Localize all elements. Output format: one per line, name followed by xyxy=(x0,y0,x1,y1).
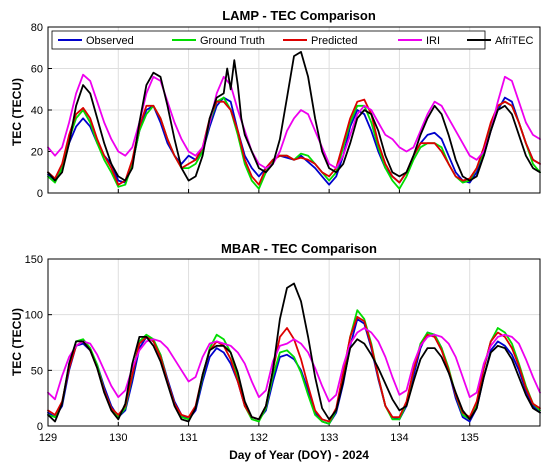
mbar-series-observed xyxy=(48,319,540,424)
lamp-y-tick-label: 60 xyxy=(31,64,43,76)
mbar-series-predicted xyxy=(48,317,540,422)
mbar-y-tick-label: 150 xyxy=(25,254,43,266)
lamp-series-ground-truth xyxy=(48,98,540,189)
lamp-legend[interactable]: Observed Ground Truth Predicted IRI AfriTEC xyxy=(52,31,534,49)
legend-label: IRI xyxy=(426,35,440,47)
mbar-x-tick-label: 135 xyxy=(461,432,479,444)
lamp-y-axis-label: TEC (TECU) xyxy=(10,78,24,146)
mbar-chart: MBAR - TEC Comparison TEC (TECU) Day of … xyxy=(10,241,540,462)
mbar-x-tick-label: 132 xyxy=(250,432,268,444)
mbar-x-tick-label: 134 xyxy=(390,432,408,444)
mbar-series-iri xyxy=(48,328,540,402)
lamp-chart-title: LAMP - TEC Comparison xyxy=(222,8,376,23)
mbar-x-tick-label: 133 xyxy=(320,432,338,444)
mbar-y-tick-label: 50 xyxy=(31,365,43,377)
lamp-chart: LAMP - TEC Comparison TEC (TECU) 0 20 40 60… xyxy=(10,8,540,200)
lamp-y-tick-label: 20 xyxy=(31,147,43,159)
mbar-x-tick-label: 130 xyxy=(109,432,127,444)
legend-label: Observed xyxy=(86,35,134,47)
mbar-y-axis-label: TEC (TECU) xyxy=(10,308,24,376)
mbar-series-afritec xyxy=(48,284,540,422)
mbar-x-tick-label: 131 xyxy=(179,432,197,444)
lamp-y-tick-label: 80 xyxy=(31,22,43,34)
legend-label: Ground Truth xyxy=(200,35,265,47)
legend-label: Predicted xyxy=(311,35,357,47)
lamp-y-tick-label: 0 xyxy=(37,188,43,200)
lamp-series-predicted xyxy=(48,100,540,185)
lamp-grid xyxy=(48,27,540,193)
legend-label: AfriTEC xyxy=(495,35,534,47)
x-axis-label: Day of Year (DOY) - 2024 xyxy=(229,448,369,462)
lamp-y-tick-label: 40 xyxy=(31,105,43,117)
lamp-series-observed xyxy=(48,98,540,185)
mbar-series-ground-truth xyxy=(48,310,540,424)
lamp-series xyxy=(48,52,540,189)
mbar-series xyxy=(48,284,540,424)
mbar-y-tick-label: 100 xyxy=(25,310,43,322)
mbar-chart-title: MBAR - TEC Comparison xyxy=(221,241,377,256)
mbar-x-tick-label: 129 xyxy=(39,432,57,444)
lamp-series-iri xyxy=(48,75,540,168)
mbar-x-ticks: 129 130 131 132 133 134 135 xyxy=(39,422,479,444)
lamp-series-afritec xyxy=(48,52,540,181)
